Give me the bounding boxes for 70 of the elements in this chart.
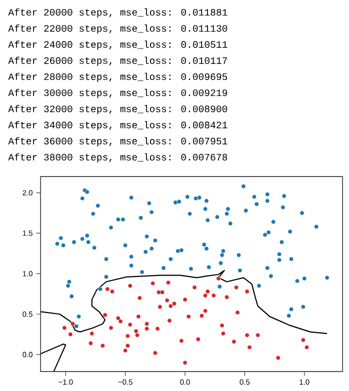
point [203, 308, 208, 314]
point [192, 285, 197, 290]
text: After 22000 steps, mse_loss: 0.011130 [8, 24, 228, 34]
point [172, 301, 177, 306]
point [167, 318, 172, 323]
point [70, 322, 76, 326]
line-series [40, 270, 328, 334]
point [179, 338, 184, 344]
point [136, 314, 141, 319]
text: After 24000 steps, mse_loss: 0.010511 [8, 40, 228, 50]
point [123, 348, 128, 353]
point [232, 339, 236, 344]
point [199, 314, 204, 318]
text: After 36000 steps, mse_loss: 0.007951 [8, 137, 228, 146]
point [144, 326, 150, 331]
text: After 38000 steps, mse_loss: 0.007678 [8, 153, 228, 162]
point [256, 332, 260, 338]
point [102, 312, 108, 318]
point [110, 289, 114, 294]
point [164, 298, 170, 303]
point [244, 289, 250, 294]
point [100, 343, 105, 348]
point [166, 280, 171, 285]
point [158, 304, 162, 310]
point [168, 304, 173, 308]
point [128, 322, 132, 327]
point [155, 326, 160, 331]
point [220, 331, 226, 336]
text: After 28000 steps, mse_loss: 0.009695 [8, 72, 228, 82]
point [196, 336, 200, 342]
text: After 26000 steps, mse_loss: 0.010117 [8, 56, 227, 66]
point [276, 356, 280, 360]
point [105, 286, 110, 292]
point [182, 297, 188, 302]
point [205, 289, 210, 294]
point [300, 338, 306, 342]
point [235, 310, 240, 315]
point [108, 326, 114, 330]
point [128, 284, 132, 288]
point [220, 323, 224, 328]
point [137, 296, 142, 300]
point [304, 345, 310, 350]
point [125, 334, 130, 338]
point [88, 341, 93, 346]
point [144, 322, 150, 326]
point [118, 319, 123, 324]
text: After 20000 steps, mse_loss: 0.011881 [8, 8, 228, 18]
point [135, 332, 140, 338]
point [116, 316, 120, 320]
point [134, 328, 138, 334]
text: After 32000 steps, mse_loss: 0.008900 [8, 105, 228, 114]
point [160, 290, 165, 295]
point [234, 285, 239, 290]
point [216, 276, 221, 281]
point [182, 360, 188, 365]
point [247, 345, 252, 350]
point [186, 314, 191, 319]
point [211, 293, 216, 298]
text: After 30000 steps, mse_loss: 0.009219 [8, 88, 228, 98]
point [150, 281, 156, 286]
text: After 34000 steps, mse_loss: 0.008421 [8, 121, 228, 130]
point [125, 343, 130, 348]
point [224, 294, 230, 300]
point [90, 331, 94, 336]
line-series [40, 344, 66, 372]
point [68, 332, 73, 337]
point [203, 293, 208, 298]
point [244, 332, 250, 338]
point [62, 326, 67, 330]
point [152, 350, 158, 356]
